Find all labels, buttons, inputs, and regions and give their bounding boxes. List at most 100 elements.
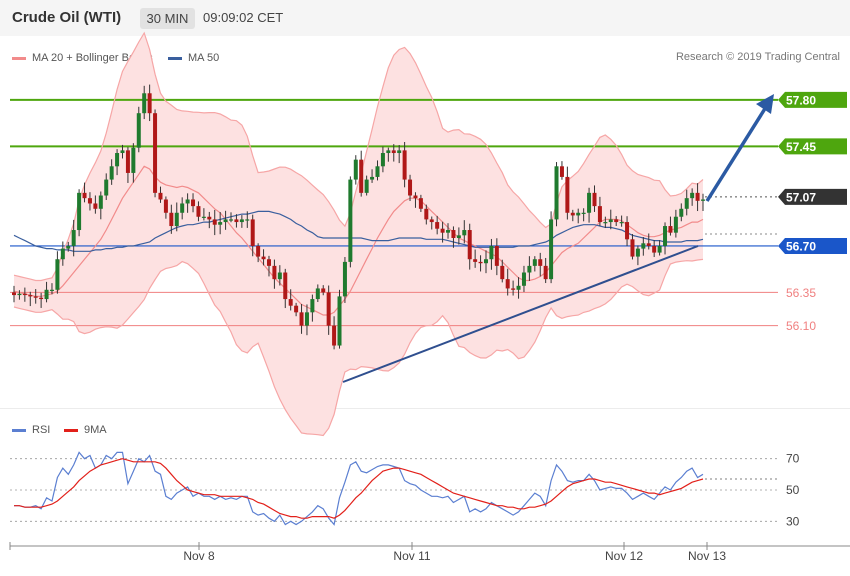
candle-body-101	[559, 166, 564, 177]
candle-body-42	[239, 219, 244, 223]
candle-body-64	[359, 159, 364, 193]
candle-body-19	[115, 153, 120, 167]
candle-body-33	[191, 199, 196, 207]
candle-body-58	[326, 292, 331, 326]
bollinger-upper-line	[13, 31, 704, 282]
candle-body-45	[256, 245, 261, 257]
time-axis: Nov 8 Nov 11 Nov 12 Nov 13	[9, 542, 850, 563]
candle-body-90	[500, 265, 505, 280]
candle-body-29	[169, 212, 174, 227]
candle-body-24	[142, 93, 147, 114]
candle-body-127	[701, 199, 705, 201]
candle-body-78	[435, 222, 440, 229]
candle-body-22	[131, 147, 136, 173]
candles	[12, 84, 705, 350]
timeframe-button[interactable]: 30 MIN	[140, 8, 195, 29]
candle-body-105	[581, 212, 586, 214]
candle-body-56	[315, 288, 320, 300]
candle-body-93	[516, 285, 521, 290]
candle-body-17	[104, 179, 109, 196]
level-tag-bg-0	[778, 91, 847, 108]
legend-ma20: MA 20 + Bollinger Bands	[12, 51, 153, 65]
candle-body-1	[17, 293, 22, 296]
ma50-line	[13, 210, 704, 252]
legend-ma50: MA 50	[168, 51, 219, 65]
candle-body-59	[332, 325, 337, 346]
candle-body-38	[218, 222, 223, 225]
candle-body-103	[570, 212, 575, 216]
candle-body-115	[635, 248, 640, 257]
candle-body-67	[375, 166, 380, 177]
level-tag-bg-2	[778, 188, 847, 205]
level-tags: 57.80 57.45 57.07 56.70 56.35 56.10	[778, 91, 847, 333]
candle-body-119	[657, 245, 662, 253]
candle-body-68	[380, 153, 385, 167]
candle-body-120	[663, 226, 668, 246]
support-trendline	[342, 245, 699, 383]
candle-body-3	[28, 295, 33, 297]
candle-body-54	[304, 312, 309, 326]
candle-body-81	[451, 230, 456, 238]
candle-body-95	[527, 265, 532, 273]
candle-body-61	[342, 261, 347, 297]
ma50-swatch	[168, 56, 182, 60]
candle-body-69	[386, 150, 391, 154]
candle-body-106	[587, 192, 592, 213]
candle-body-74	[413, 195, 418, 199]
candle-body-34	[196, 206, 201, 217]
candle-body-82	[456, 235, 461, 238]
candle-body-48	[272, 265, 277, 280]
candle-body-12	[77, 192, 82, 231]
credit-text: Research © 2019 Trading Central	[675, 51, 840, 63]
candle-body-60	[337, 296, 342, 346]
candle-body-88	[489, 245, 494, 260]
candle-body-57	[321, 288, 326, 293]
candle-body-73	[408, 179, 413, 196]
candle-body-124	[684, 198, 689, 209]
candle-body-49	[277, 272, 282, 280]
time-axis-label-2: Nov 12	[605, 549, 643, 563]
legend-9ma: 9MA	[64, 423, 107, 437]
forecast-arrowhead	[756, 94, 774, 114]
rsi-line	[14, 451, 704, 526]
candle-body-5	[39, 297, 44, 300]
ma50-label: MA 50	[188, 52, 220, 64]
time-axis-label-0: Nov 8	[183, 549, 215, 563]
panel-divider	[0, 408, 850, 409]
instrument-title: Crude Oil (WTI)	[12, 9, 122, 26]
candle-body-114	[630, 239, 635, 257]
candle-body-51	[288, 299, 293, 306]
level-tag-label-3: 56.70	[786, 239, 816, 253]
clock-readout: 09:09:02 CET	[203, 10, 284, 25]
candle-body-52	[294, 305, 299, 313]
level-tag-label-1: 57.45	[786, 140, 816, 154]
candle-body-47	[266, 259, 271, 266]
bollinger-band-area	[14, 33, 703, 436]
candle-body-43	[245, 219, 250, 221]
candle-body-111	[614, 219, 619, 223]
candle-body-80	[446, 230, 451, 233]
candle-body-107	[592, 192, 597, 207]
candle-body-109	[603, 222, 608, 224]
rsi-tick-label-2: 70	[786, 452, 800, 466]
candle-body-112	[619, 222, 624, 224]
candle-body-62	[348, 179, 353, 262]
candle-body-63	[353, 159, 358, 180]
candle-body-75	[418, 198, 423, 209]
candle-body-15	[93, 203, 98, 209]
candle-body-99	[549, 219, 554, 280]
candle-body-76	[424, 208, 429, 220]
candle-body-46	[261, 256, 266, 260]
candle-body-108	[597, 206, 602, 223]
candle-body-94	[521, 272, 526, 286]
candle-body-70	[391, 150, 396, 154]
candle-body-39	[223, 219, 228, 223]
candle-body-20	[120, 150, 125, 154]
candle-body-100	[554, 166, 559, 220]
candle-body-66	[370, 176, 375, 180]
candle-body-97	[538, 259, 543, 266]
candle-body-98	[543, 265, 548, 280]
rsi-9ma-line	[14, 458, 704, 519]
candle-body-40	[229, 219, 234, 221]
